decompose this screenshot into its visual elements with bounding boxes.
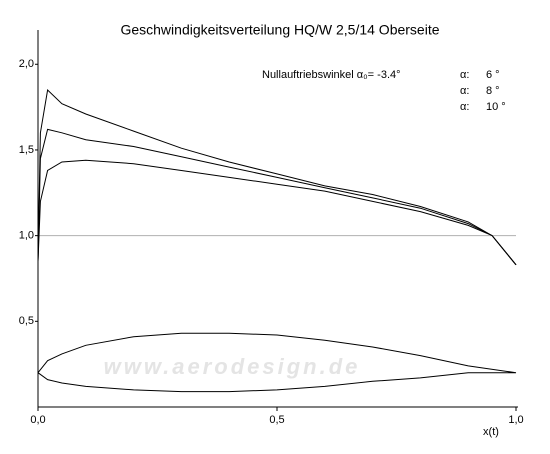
x-tick-label: 1,0: [508, 414, 523, 426]
x-tick-label: 0,5: [269, 414, 284, 426]
y-tick-label: 0,5: [19, 315, 34, 327]
legend-prefix: α:: [460, 69, 469, 81]
y-tick-label: 1,0: [19, 230, 34, 242]
y-tick-label: 2,0: [19, 58, 34, 70]
watermark: www.aerodesign.de: [104, 354, 361, 379]
chart-title: Geschwindigkeitsverteilung HQ/W 2,5/14 O…: [120, 22, 439, 38]
legend-prefix: α:: [460, 101, 469, 113]
x-tick-label: 0,0: [30, 414, 45, 426]
annotation: Nullauftriebswinkel α₀= -3.4°: [262, 69, 401, 81]
y-tick-label: 1,5: [19, 144, 34, 156]
x-axis-label: x(t): [483, 426, 499, 438]
legend-label: 6 °: [486, 69, 500, 81]
series-line: [37, 88, 517, 266]
legend-label: 10 °: [486, 101, 506, 113]
legend-prefix: α:: [460, 85, 469, 97]
series-line: [37, 159, 517, 266]
airfoil-outline: [37, 332, 517, 393]
legend-label: 8 °: [486, 85, 500, 97]
series-line: [37, 128, 517, 266]
